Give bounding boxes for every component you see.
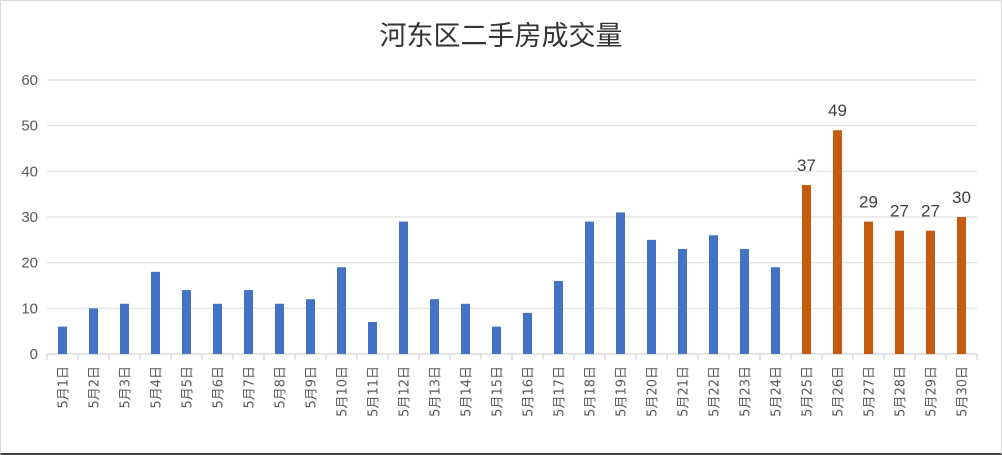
bar	[926, 230, 935, 354]
bar	[213, 303, 222, 354]
x-tick-label: 5月19日	[615, 366, 630, 417]
data-label: 49	[828, 101, 847, 120]
x-tick-label: 5月23日	[739, 366, 754, 417]
x-tick-label: 5月10日	[336, 366, 351, 417]
bar	[306, 299, 315, 354]
x-tick-label: 5月13日	[429, 366, 444, 417]
bar	[647, 239, 656, 354]
x-tick-label: 5月22日	[708, 366, 723, 417]
bar	[740, 248, 749, 354]
data-label: 37	[797, 156, 816, 175]
bar	[709, 235, 718, 354]
bar	[275, 303, 284, 354]
x-tick-label: 5月1日	[57, 366, 72, 409]
data-label: 27	[921, 202, 940, 221]
x-tick-label: 5月14日	[460, 366, 475, 417]
x-tick-label: 5月4日	[150, 366, 165, 409]
x-tick-label: 5月29日	[925, 366, 940, 417]
bar	[895, 230, 904, 354]
bar	[554, 280, 563, 354]
x-tick-label: 5月20日	[646, 366, 661, 417]
bar	[492, 326, 501, 354]
x-tick-label: 5月2日	[88, 366, 103, 409]
y-tick-label: 40	[21, 163, 38, 180]
x-tick-label: 5月16日	[522, 366, 537, 417]
bar	[771, 267, 780, 354]
bar	[833, 130, 842, 354]
x-tick-label: 5月11日	[367, 366, 382, 417]
bar	[368, 322, 377, 354]
bar	[585, 221, 594, 354]
x-tick-label: 5月17日	[553, 366, 568, 417]
bar	[58, 326, 67, 354]
x-tick-label: 5月15日	[491, 366, 506, 417]
x-tick-label: 5月7日	[243, 366, 258, 409]
x-tick-label: 5月12日	[398, 366, 413, 417]
bar	[151, 271, 160, 354]
x-tick-label: 5月25日	[801, 366, 816, 417]
x-tick-label: 5月6日	[212, 366, 227, 409]
bar	[182, 290, 191, 354]
x-tick-label: 5月28日	[894, 366, 909, 417]
bar	[957, 217, 966, 354]
y-tick-label: 50	[21, 118, 38, 135]
chart-title: 河东区二手房成交量	[379, 21, 623, 52]
bar	[244, 290, 253, 354]
x-tick-label: 5月21日	[677, 366, 692, 417]
bar	[678, 248, 687, 354]
x-tick-label: 5月24日	[770, 366, 785, 417]
bar	[337, 267, 346, 354]
x-tick-label: 5月8日	[274, 366, 289, 409]
y-tick-label: 60	[21, 72, 38, 89]
bar	[864, 221, 873, 354]
data-label: 27	[890, 202, 909, 221]
y-tick-label: 30	[21, 209, 38, 226]
bar	[89, 308, 98, 354]
x-tick-label: 5月30日	[956, 366, 971, 417]
x-tick-label: 5月18日	[584, 366, 599, 417]
bar	[523, 312, 532, 354]
bar	[430, 299, 439, 354]
data-label: 30	[952, 188, 971, 207]
x-tick-label: 5月27日	[863, 366, 878, 417]
x-tick-label: 5月9日	[305, 366, 320, 409]
data-label: 29	[859, 193, 878, 212]
y-tick-label: 20	[21, 255, 38, 272]
bar	[616, 212, 625, 354]
bar	[399, 221, 408, 354]
y-tick-label: 10	[21, 300, 38, 317]
bar	[461, 303, 470, 354]
bar	[120, 303, 129, 354]
x-tick-label: 5月26日	[832, 366, 847, 417]
bar	[802, 185, 811, 354]
x-tick-label: 5月3日	[119, 366, 134, 409]
y-tick-label: 0	[30, 346, 38, 363]
x-tick-label: 5月5日	[181, 366, 196, 409]
